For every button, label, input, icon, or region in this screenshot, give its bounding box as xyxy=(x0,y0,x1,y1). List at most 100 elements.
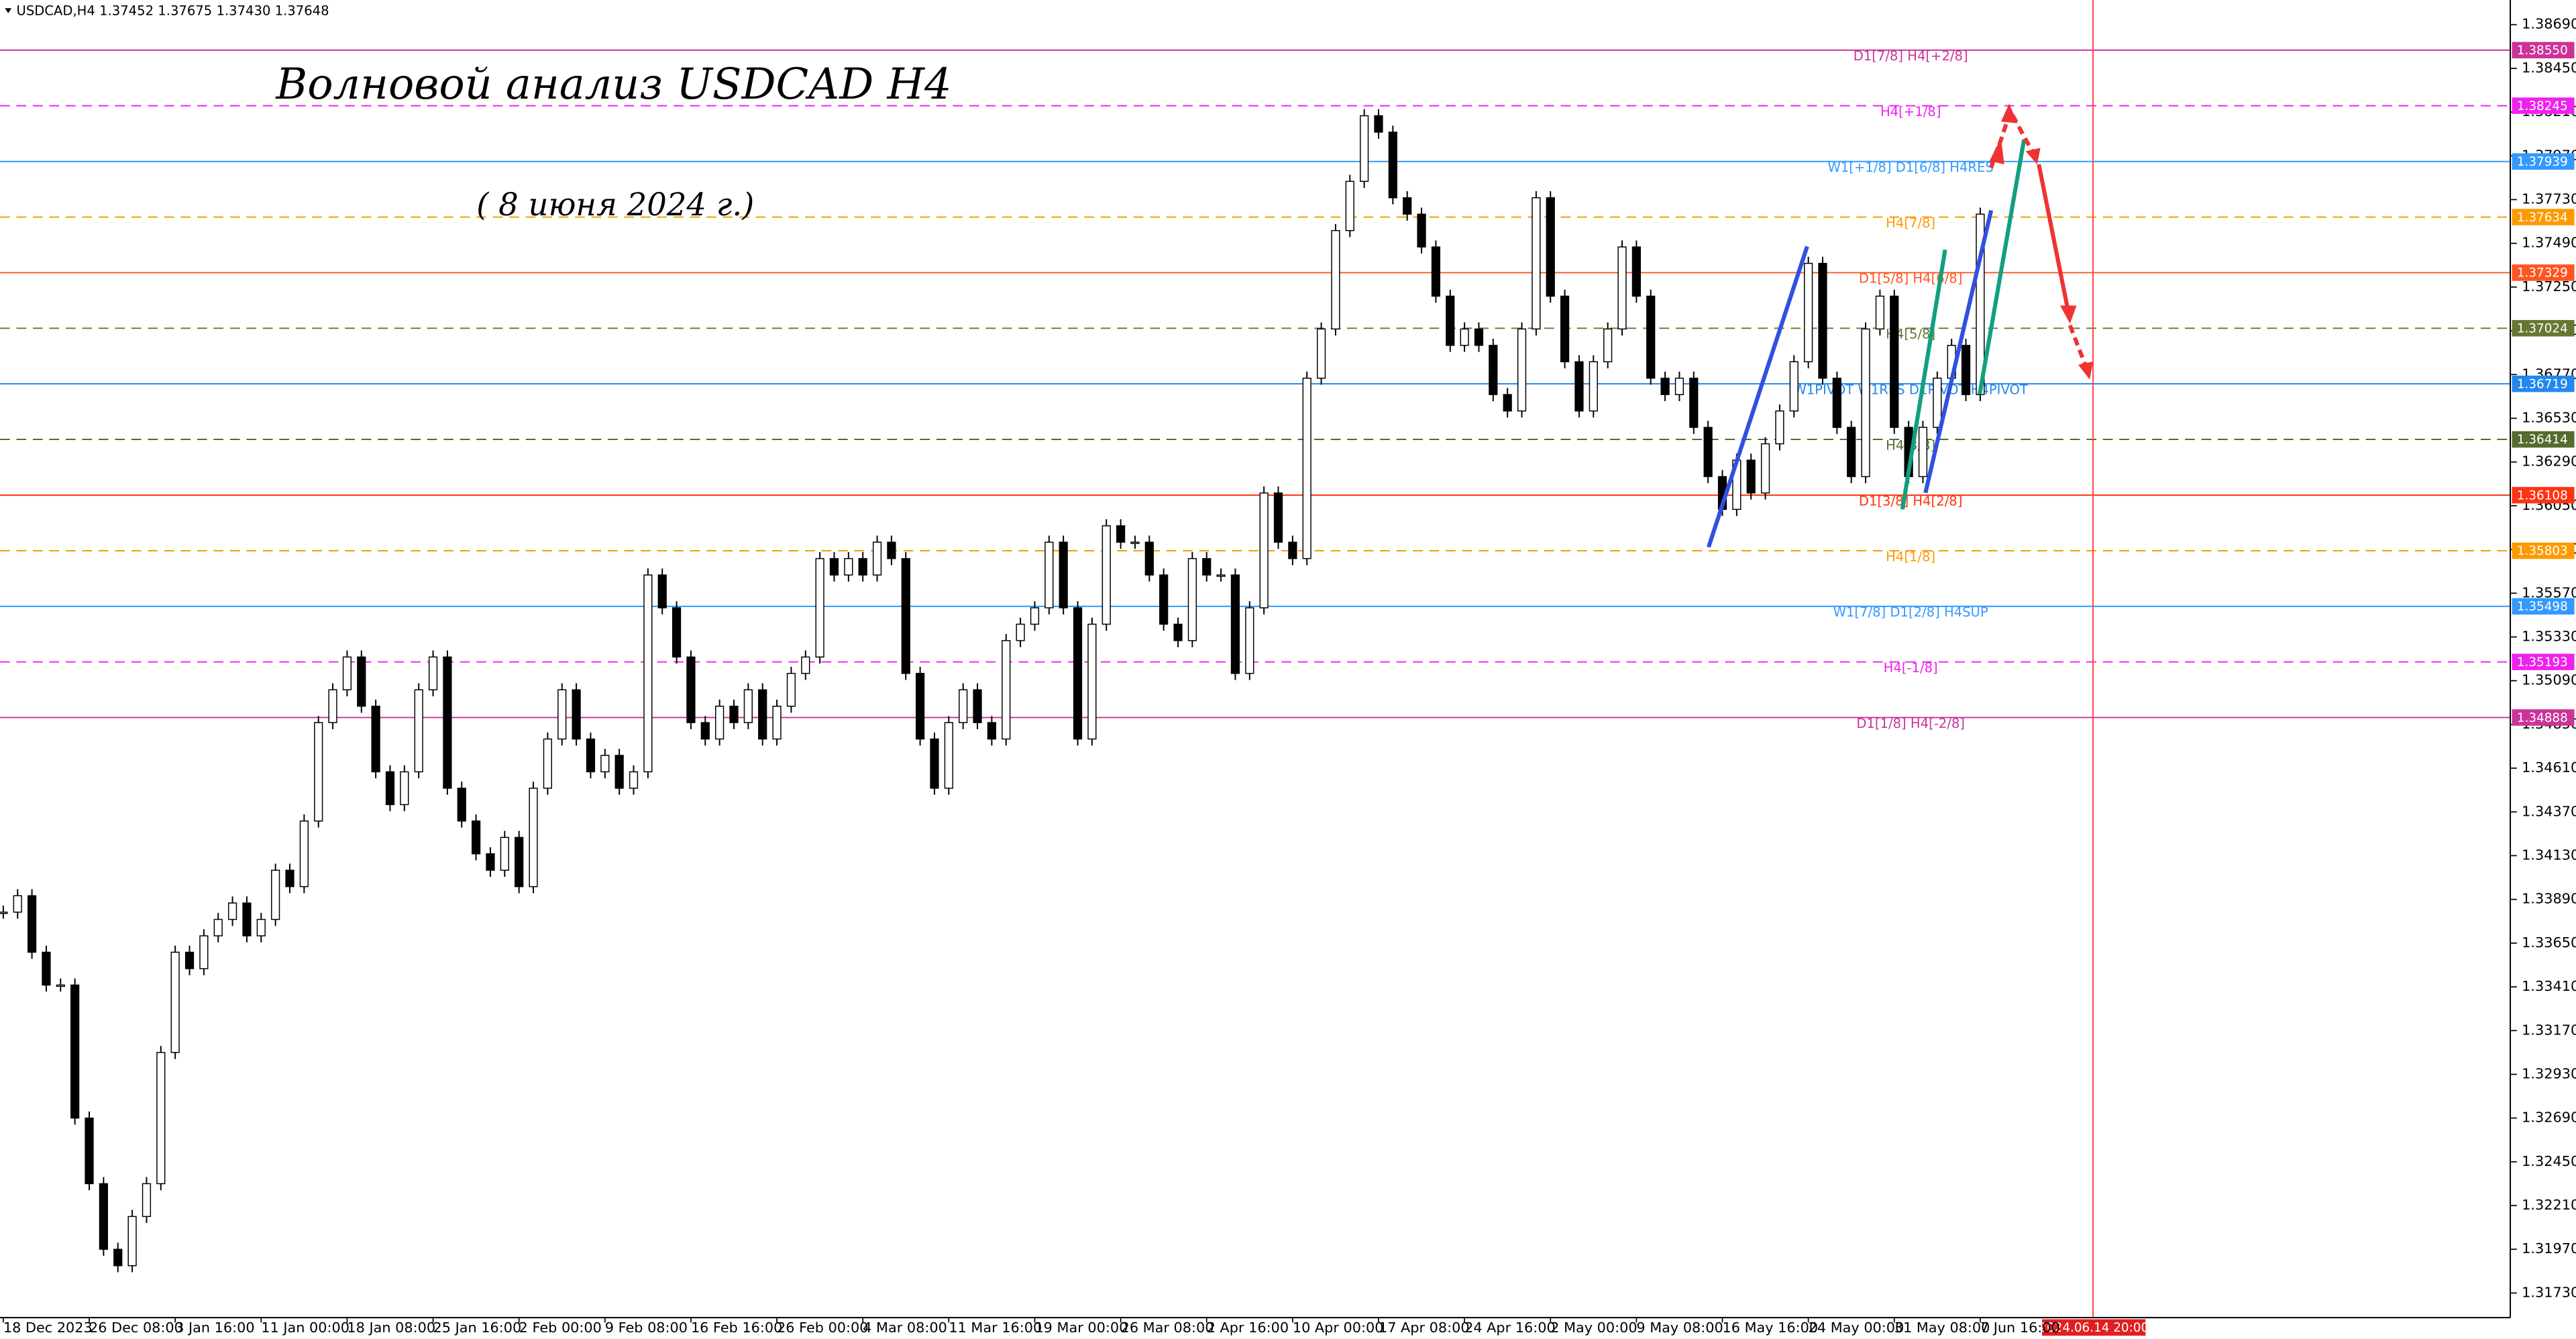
candle-body xyxy=(0,911,8,914)
candle-body xyxy=(872,541,882,576)
candle-body xyxy=(1331,229,1340,330)
candle-body xyxy=(1460,328,1469,346)
x-tick-label: 26 Dec 08:00 xyxy=(89,1320,183,1336)
wave-annotations xyxy=(1707,103,2093,548)
candle-body xyxy=(1073,607,1083,740)
candle-body xyxy=(1116,525,1126,543)
level-badge xyxy=(2512,320,2575,337)
candle-body xyxy=(1230,574,1240,674)
level-label: D1[1/8] H4[-2/8] xyxy=(1856,716,1965,731)
candle-body xyxy=(184,951,195,969)
candle-body xyxy=(1589,361,1598,412)
candle-body xyxy=(557,689,567,740)
candle-body xyxy=(1646,295,1656,379)
plot xyxy=(0,109,1985,1273)
candle-body xyxy=(715,705,724,740)
candle-body xyxy=(199,935,209,969)
candle-body xyxy=(1316,328,1326,379)
y-tick-label: 1.37730 xyxy=(2522,191,2576,207)
candle-body xyxy=(586,738,596,773)
level-badge xyxy=(2512,42,2575,58)
candle-body xyxy=(600,755,610,773)
candle-body xyxy=(1631,246,1641,297)
candle-body xyxy=(170,951,180,1053)
x-tick-label: 16 May 16:00 xyxy=(1723,1320,1819,1336)
candle-body xyxy=(1933,377,1942,428)
level-badge xyxy=(2512,486,2575,504)
candle-body xyxy=(1532,197,1541,330)
candle-body xyxy=(901,557,910,674)
chart-title: Волновой анализ USDCAD H4 xyxy=(275,60,951,109)
candle-body xyxy=(1273,492,1283,543)
y-tick-label: 1.34610 xyxy=(2522,759,2576,775)
level-value: 1.35803 xyxy=(2517,544,2568,558)
candle-body xyxy=(27,895,37,953)
candle-body xyxy=(1804,262,1813,363)
candle-body xyxy=(1890,295,1899,428)
candle-body xyxy=(1875,295,1885,330)
candle-body xyxy=(1760,443,1770,494)
level-badge xyxy=(2512,264,2575,281)
level-value: 1.37329 xyxy=(2517,266,2568,280)
candle-body xyxy=(342,656,352,690)
candle-body xyxy=(1002,640,1011,740)
candle-body xyxy=(70,984,80,1119)
candle-body xyxy=(1374,115,1383,133)
x-tick-label: 17 Apr 08:00 xyxy=(1379,1320,1470,1336)
candle-body xyxy=(457,788,466,822)
y-tick-label: 1.35570 xyxy=(2522,584,2576,600)
y-tick-label: 1.38690 xyxy=(2522,16,2576,32)
candle-body xyxy=(1059,541,1068,608)
candle-body xyxy=(1474,328,1484,346)
candle-body xyxy=(99,1183,108,1250)
candle-body xyxy=(1746,460,1756,494)
candle-body xyxy=(815,557,824,658)
candle-body xyxy=(1288,541,1297,559)
level-value: 1.36108 xyxy=(2517,488,2568,502)
candle-body xyxy=(1417,213,1426,248)
candle-body xyxy=(242,902,252,936)
candle-body xyxy=(1431,246,1441,297)
level-label: H4[+1/8] xyxy=(1880,104,1941,119)
x-tick-label: 18 Jan 08:00 xyxy=(347,1320,435,1336)
candle-body xyxy=(1861,328,1870,478)
level-value: 1.38245 xyxy=(2517,99,2568,113)
candle-body xyxy=(1403,197,1412,215)
x-tick-label: 10 Apr 00:00 xyxy=(1293,1320,1384,1336)
candle-body xyxy=(1259,492,1269,608)
candle-body xyxy=(758,689,767,740)
candle-body xyxy=(271,869,280,920)
candle-body xyxy=(1345,180,1354,231)
level-badge xyxy=(2512,97,2575,114)
wave-arrow xyxy=(2068,324,2089,369)
candle-body xyxy=(113,1248,123,1267)
level-badge xyxy=(2512,598,2575,615)
y-tick-label: 1.34370 xyxy=(2522,803,2576,819)
candle-body xyxy=(686,656,696,723)
candle-body xyxy=(142,1183,152,1218)
level-badge xyxy=(2512,375,2575,392)
level-value: 1.35498 xyxy=(2517,600,2568,614)
candle-body xyxy=(829,557,839,576)
candle-body xyxy=(1560,295,1570,363)
candle-body xyxy=(127,1216,137,1267)
y-tick-label: 1.38450 xyxy=(2522,60,2576,76)
level-label: D1[7/8] H4[+2/8] xyxy=(1854,48,1968,64)
wave-line xyxy=(1900,249,1947,510)
candle-body xyxy=(1245,607,1254,674)
candle-body xyxy=(1789,361,1799,412)
level-value: 1.35193 xyxy=(2517,655,2568,670)
date-marker: 2024.06.14 20:00 xyxy=(2039,1321,2149,1335)
candle-body xyxy=(1832,377,1841,428)
level-value: 1.36414 xyxy=(2517,433,2568,447)
level-label: W1[7/8] D1[2/8] H4SUP xyxy=(1833,604,1988,620)
candle-body xyxy=(256,918,266,936)
level-value: 1.37024 xyxy=(2517,322,2568,336)
candle-body xyxy=(916,673,925,740)
candle-body xyxy=(314,722,323,822)
x-tick-label: 4 Mar 08:00 xyxy=(863,1320,947,1336)
candle-body xyxy=(515,837,524,888)
candle-body xyxy=(328,689,337,723)
level-value: 1.37634 xyxy=(2517,211,2568,225)
wave-arrow xyxy=(1997,114,2012,146)
